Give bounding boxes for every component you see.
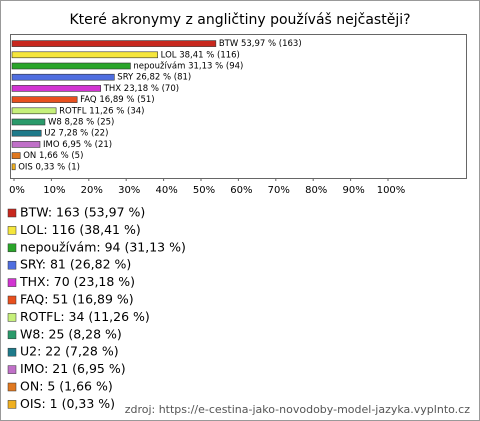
bar [11, 107, 57, 115]
legend-label: SRY: 81 (26,82 %) [20, 257, 131, 272]
x-tick-label: 50% [193, 185, 215, 196]
legend-label: ROTFL: 34 (11,26 %) [20, 309, 150, 324]
legend-swatch [7, 243, 17, 253]
bar-label: ROTFL 11,26 % (34) [59, 106, 144, 116]
source: zdroj: https://e-cestina-jako-novodoby-m… [125, 403, 471, 416]
legend-label: W8: 25 (8,28 %) [20, 326, 122, 341]
bar-label: IMO 6,95 % (21) [43, 140, 112, 150]
bar [11, 152, 21, 159]
plot-area [10, 34, 467, 179]
legend-label: THX: 70 (23,18 %) [19, 274, 135, 289]
bar [11, 73, 115, 81]
legend-swatch [7, 330, 17, 340]
legend-swatch [7, 226, 17, 235]
bar-label: U2 7,28 % (22) [44, 129, 108, 139]
x-tick-label: 10% [43, 185, 65, 196]
x-tick-label: 20% [81, 185, 103, 196]
legend-label: nepoužívám: 94 (31,13 %) [20, 239, 186, 254]
x-tick-label: 70% [268, 185, 290, 196]
legend-swatch [7, 208, 17, 218]
bar-label: W8 8,28 % (25) [48, 118, 114, 128]
legend-label: U2: 22 (7,28 %) [20, 344, 119, 359]
legend-swatch [7, 278, 17, 287]
x-tick-label: 0% [9, 185, 25, 196]
legend-label: ON: 5 (1,66 %) [20, 379, 113, 394]
bar-label: SRY 26,82 % (81) [117, 73, 191, 83]
bar-label: nepoužívám 31,13 % (94) [133, 62, 243, 72]
legend-swatch [7, 365, 17, 374]
legend-swatch [7, 347, 17, 357]
bar [11, 51, 158, 59]
bar [11, 85, 101, 92]
bar-label: BTW 53,97 % (163) [219, 39, 302, 49]
legend-swatch [7, 295, 17, 305]
x-tick-label: 80% [305, 185, 327, 196]
bar-label: FAQ 16,89 % (51) [80, 95, 154, 105]
x-tick-label: 90% [342, 185, 364, 196]
bar [11, 129, 42, 137]
bar [11, 40, 217, 47]
bar [11, 62, 131, 70]
bar-label: LOL 38,41 % (116) [161, 50, 240, 60]
legend-label: LOL: 116 (38,41 %) [20, 222, 141, 237]
x-tick-label: 60% [230, 185, 252, 196]
bar-label: OIS 0,33 % (1) [18, 162, 80, 172]
legend-label: FAQ: 51 (16,89 %) [20, 292, 134, 307]
legend-label: IMO: 21 (6,95 %) [20, 361, 126, 376]
bar [11, 96, 78, 103]
legend-label: OIS: 1 (0,33 %) [20, 396, 115, 411]
legend-swatch [7, 313, 17, 322]
legend-label: BTW: 163 (53,97 %) [20, 205, 145, 220]
bar [11, 118, 46, 126]
x-tick-label: 40% [155, 185, 177, 196]
x-tick-label: 30% [118, 185, 140, 196]
legend-swatch [7, 260, 17, 270]
chart-title: Které akronymy z angličtiny používáš nej… [69, 12, 410, 28]
bar [11, 141, 41, 148]
legend-swatch [7, 382, 17, 392]
x-tick-label: 100% [377, 185, 406, 196]
bar-label: THX 23,18 % (70) [103, 84, 179, 94]
bar-label: ON 1,66 % (5) [23, 151, 83, 161]
bar [11, 163, 16, 171]
legend-swatch [7, 400, 17, 409]
